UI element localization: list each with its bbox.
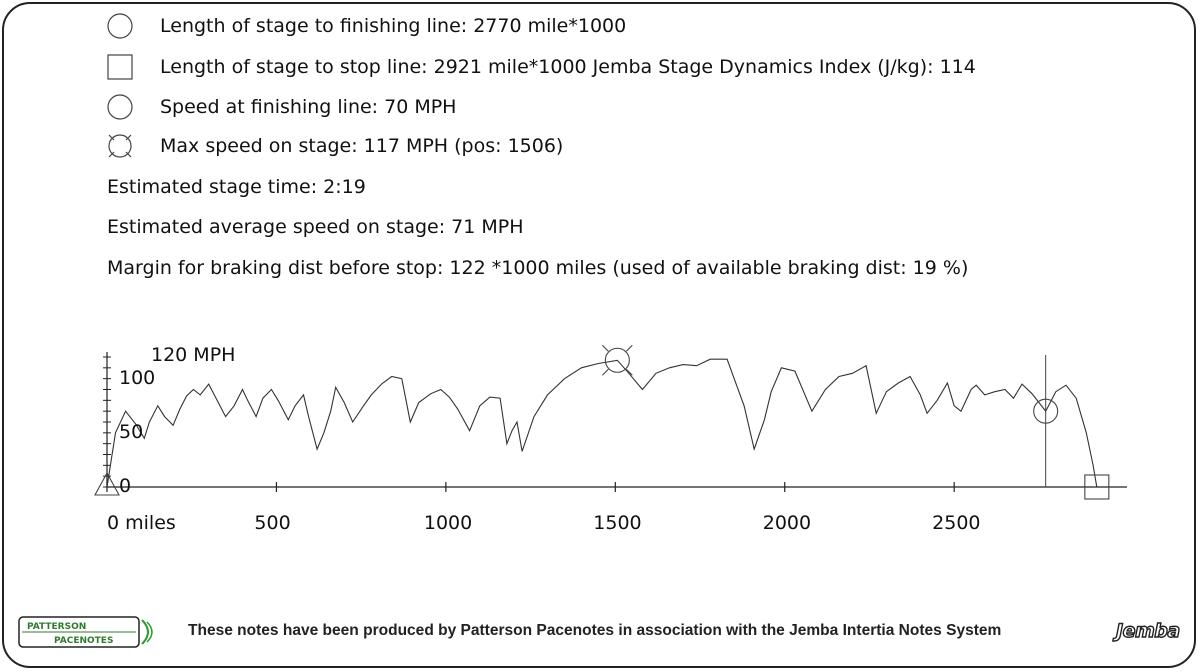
x-tick-label: 2500 (932, 512, 981, 534)
logo-line-1: PATTERSON (27, 622, 86, 632)
jemba-logo: Jemba (1115, 619, 1181, 642)
y-tick-label: 50 (119, 420, 144, 443)
avg-speed-text: Estimated average speed on stage: 71 MPH (107, 216, 524, 238)
stop-length-text: Length of stage to stop line: 2921 mile*… (160, 56, 976, 78)
finish-speed-marker (1033, 398, 1059, 424)
finish-speed-circle-icon (107, 94, 133, 120)
finish-length-text: Length of stage to finishing line: 2770 … (160, 15, 627, 37)
y-tick-label: 100 (119, 366, 156, 389)
y-axis-label: 120 MPH (151, 344, 236, 366)
max-speed-marker-tick (601, 344, 609, 352)
stop-line-marker (1084, 474, 1110, 500)
stop-line-square-icon (107, 54, 133, 80)
x-tick-label: 2000 (762, 512, 812, 534)
x-tick-label: 1500 (593, 512, 642, 534)
patterson-pacenotes-logo: PATTERSON PACENOTES (18, 616, 153, 648)
max-speed-marker-tick (601, 368, 609, 376)
max-speed-text: Max speed on stage: 117 MPH (pos: 1506) (160, 135, 564, 157)
finish-line-circle-icon (107, 13, 133, 39)
max-speed-marker (604, 347, 630, 373)
max-speed-circle-icon (108, 134, 132, 158)
speed-line (106, 358, 1098, 488)
x-tick-label: 0 miles (107, 512, 176, 534)
stage-time-text: Estimated stage time: 2:19 (107, 176, 366, 198)
max-speed-marker-tick (625, 344, 633, 352)
x-tick-label: 500 (254, 512, 291, 534)
finish-speed-text: Speed at finishing line: 70 MPH (160, 96, 457, 118)
y-tick-label: 0 (119, 475, 132, 497)
footer-credit-text: These notes have been produced by Patter… (188, 622, 1002, 639)
logo-line-2: PACENOTES (54, 636, 113, 646)
start-triangle-marker (94, 471, 120, 496)
max-speed-marker-tick (625, 368, 633, 376)
x-tick-label: 1000 (423, 512, 473, 534)
braking-margin-text: Margin for braking dist before stop: 122… (107, 257, 969, 279)
